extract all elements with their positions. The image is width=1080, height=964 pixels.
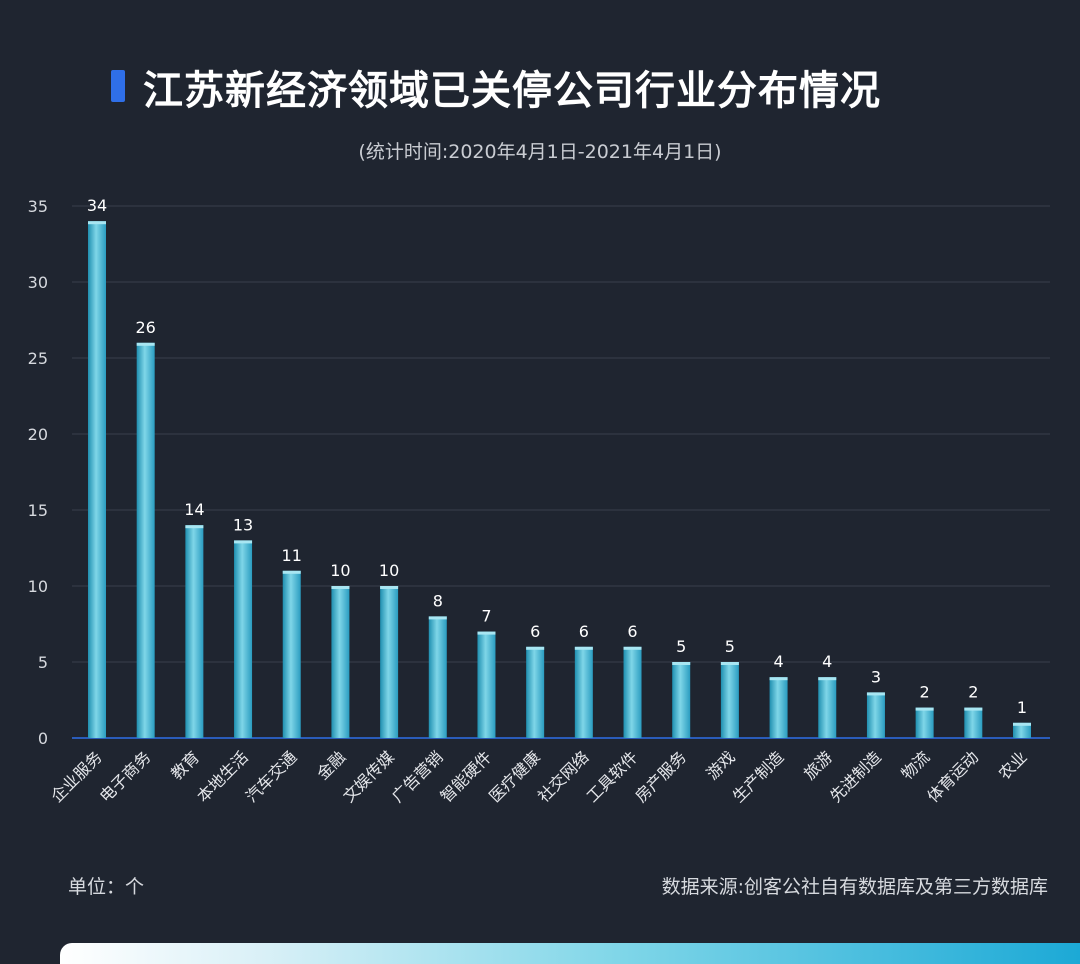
data-label: 4 bbox=[822, 652, 832, 671]
data-label: 6 bbox=[627, 622, 637, 641]
bar-top-highlight bbox=[331, 586, 350, 589]
x-tick-label: 医疗健康 bbox=[485, 747, 544, 806]
x-tick-label: 汽车交通 bbox=[242, 747, 301, 806]
y-tick-label: 15 bbox=[28, 501, 48, 520]
x-tick-label: 教育 bbox=[167, 747, 203, 783]
y-tick-label: 10 bbox=[28, 577, 48, 596]
data-label: 26 bbox=[136, 318, 156, 337]
bar bbox=[720, 662, 739, 738]
bar bbox=[964, 707, 983, 738]
x-tick-label: 社交网络 bbox=[534, 747, 593, 806]
bar-top-highlight bbox=[234, 540, 253, 544]
data-label: 5 bbox=[676, 637, 686, 656]
x-tick-label: 物流 bbox=[897, 747, 933, 783]
bar-top-highlight bbox=[282, 570, 301, 574]
bar bbox=[428, 616, 447, 738]
bar-top-highlight bbox=[136, 342, 155, 346]
x-tick-label: 工具软件 bbox=[583, 747, 642, 806]
bar bbox=[818, 677, 837, 738]
bar bbox=[185, 525, 204, 738]
y-tick-label: 25 bbox=[28, 349, 48, 368]
y-tick-label: 0 bbox=[38, 729, 48, 748]
bar bbox=[88, 221, 106, 738]
x-tick-label: 体育运动 bbox=[923, 747, 982, 806]
bar bbox=[574, 646, 593, 738]
bar bbox=[915, 707, 934, 738]
bar bbox=[331, 586, 350, 738]
data-label: 1 bbox=[1017, 698, 1027, 717]
x-tick-label: 金融 bbox=[313, 747, 349, 783]
bar-top-highlight bbox=[185, 525, 204, 529]
data-label: 14 bbox=[184, 500, 204, 519]
x-tick-label: 本地生活 bbox=[193, 747, 252, 806]
bar-top-highlight bbox=[769, 677, 788, 681]
data-label: 11 bbox=[282, 546, 302, 565]
bar bbox=[136, 342, 155, 738]
x-tick-label: 农业 bbox=[995, 747, 1031, 783]
data-label: 10 bbox=[379, 561, 399, 580]
y-tick-label: 30 bbox=[28, 273, 48, 292]
data-label: 6 bbox=[579, 622, 589, 641]
data-label: 7 bbox=[481, 607, 491, 626]
bar-top-highlight bbox=[866, 692, 885, 696]
data-label: 4 bbox=[773, 652, 783, 671]
x-tick-label: 游戏 bbox=[703, 747, 739, 783]
x-tick-label: 先进制造 bbox=[826, 747, 885, 806]
bar-top-highlight bbox=[428, 616, 447, 620]
bar bbox=[282, 570, 301, 738]
data-label: 34 bbox=[87, 196, 107, 215]
data-label: 13 bbox=[233, 515, 253, 534]
unit-label: 单位：个 bbox=[68, 876, 145, 898]
x-tick-label: 生产制造 bbox=[729, 747, 788, 806]
x-tick-label: 房产服务 bbox=[631, 747, 690, 806]
data-label: 10 bbox=[330, 561, 350, 580]
bar-top-highlight bbox=[1013, 722, 1031, 726]
x-tick-label: 广告营销 bbox=[388, 747, 447, 806]
x-tick-label: 文娱传媒 bbox=[339, 747, 398, 806]
data-label: 6 bbox=[530, 622, 540, 641]
y-tick-label: 20 bbox=[28, 425, 48, 444]
bar bbox=[380, 586, 399, 738]
x-tick-label: 旅游 bbox=[800, 747, 836, 783]
data-source: 数据来源:创客公社自有数据库及第三方数据库 bbox=[661, 876, 1048, 898]
bar bbox=[672, 662, 691, 738]
bar bbox=[769, 677, 788, 738]
bar bbox=[1013, 722, 1031, 738]
data-label: 2 bbox=[968, 683, 978, 702]
bar-top-highlight bbox=[964, 707, 983, 711]
bar-top-highlight bbox=[623, 646, 642, 650]
x-tick-label: 企业服务 bbox=[47, 747, 106, 806]
data-label: 8 bbox=[433, 591, 443, 610]
chart-subtitle: (统计时间:2020年4月1日-2021年4月1日) bbox=[358, 141, 722, 163]
bar-top-highlight bbox=[88, 221, 106, 225]
bar-top-highlight bbox=[915, 707, 934, 711]
bar bbox=[526, 646, 545, 738]
x-tick-label: 智能硬件 bbox=[437, 747, 496, 806]
chart-title: 江苏新经济领域已关停公司行业分布情况 bbox=[143, 68, 881, 114]
bar-top-highlight bbox=[477, 631, 496, 635]
bottom-decoration-strip bbox=[60, 943, 1080, 964]
y-tick-label: 5 bbox=[38, 653, 48, 672]
x-tick-label: 电子商务 bbox=[96, 747, 155, 806]
bar-top-highlight bbox=[526, 646, 545, 650]
title-accent-bar bbox=[111, 70, 125, 102]
bar-top-highlight bbox=[574, 646, 593, 650]
bar bbox=[623, 646, 642, 738]
bar-top-highlight bbox=[818, 677, 837, 681]
bar bbox=[234, 540, 253, 738]
y-tick-label: 35 bbox=[28, 197, 48, 216]
data-label: 2 bbox=[920, 683, 930, 702]
bar-top-highlight bbox=[720, 662, 739, 665]
bar bbox=[477, 631, 496, 738]
bar bbox=[866, 692, 885, 738]
data-label: 3 bbox=[871, 667, 881, 686]
bar-top-highlight bbox=[380, 586, 399, 589]
bar-top-highlight bbox=[672, 662, 691, 665]
data-label: 5 bbox=[725, 637, 735, 656]
